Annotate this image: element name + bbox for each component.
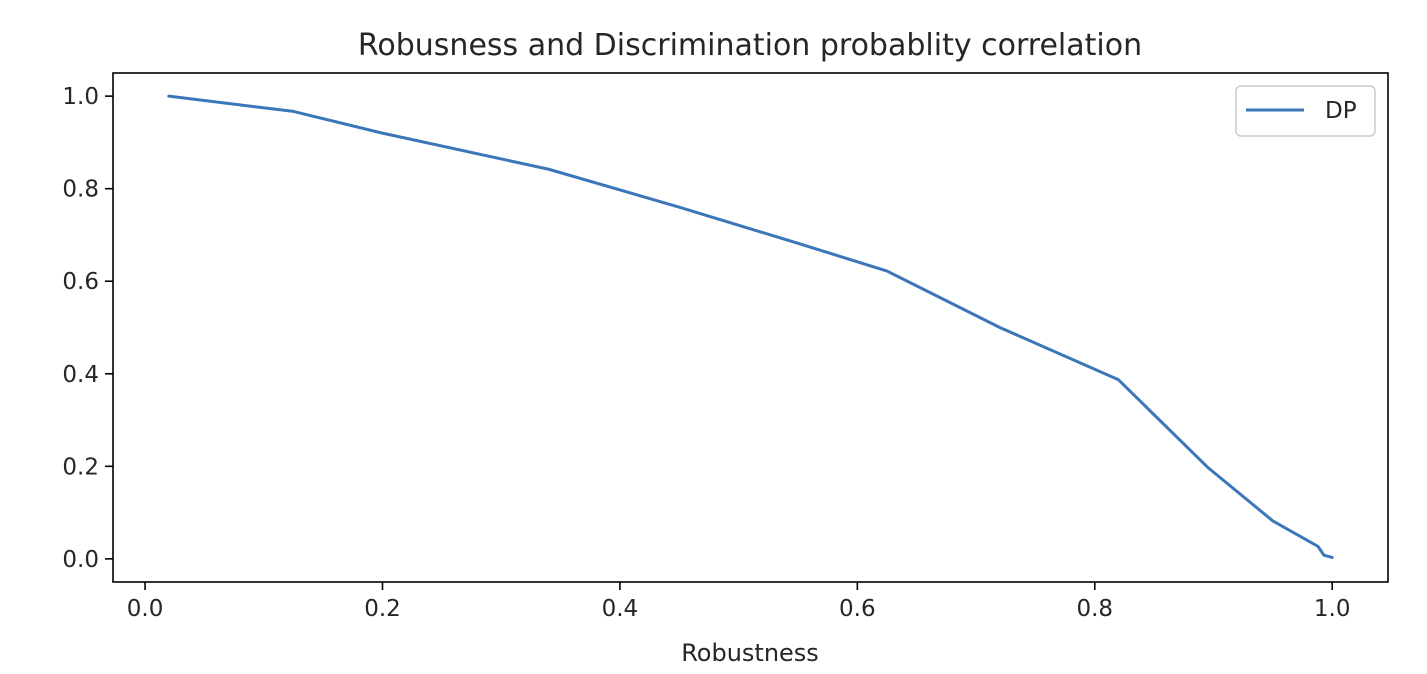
x-tick-label: 0.4 — [602, 596, 639, 622]
y-tick-label: 0.2 — [62, 454, 99, 480]
y-tick-label: 1.0 — [62, 84, 99, 110]
x-tick-label: 0.0 — [127, 596, 164, 622]
y-tick-label: 0.8 — [62, 177, 99, 203]
x-tick-label: 0.2 — [364, 596, 401, 622]
x-tick-label: 1.0 — [1314, 596, 1351, 622]
plot-area-frame — [112, 72, 1389, 583]
x-axis-label: Robustness — [681, 639, 819, 667]
legend: DP — [1235, 85, 1376, 137]
chart-title: Robusness and Discrimination probablity … — [358, 28, 1142, 63]
series-line-dp — [167, 94, 1334, 559]
y-tick-label: 0.4 — [62, 362, 99, 388]
y-tick-label: 0.6 — [62, 269, 99, 295]
x-tick-label: 0.6 — [839, 596, 876, 622]
y-tick-label: 0.0 — [62, 547, 99, 573]
legend-box — [1235, 85, 1376, 137]
legend-label-dp: DP — [1325, 98, 1357, 124]
x-tick-label: 0.8 — [1076, 596, 1113, 622]
